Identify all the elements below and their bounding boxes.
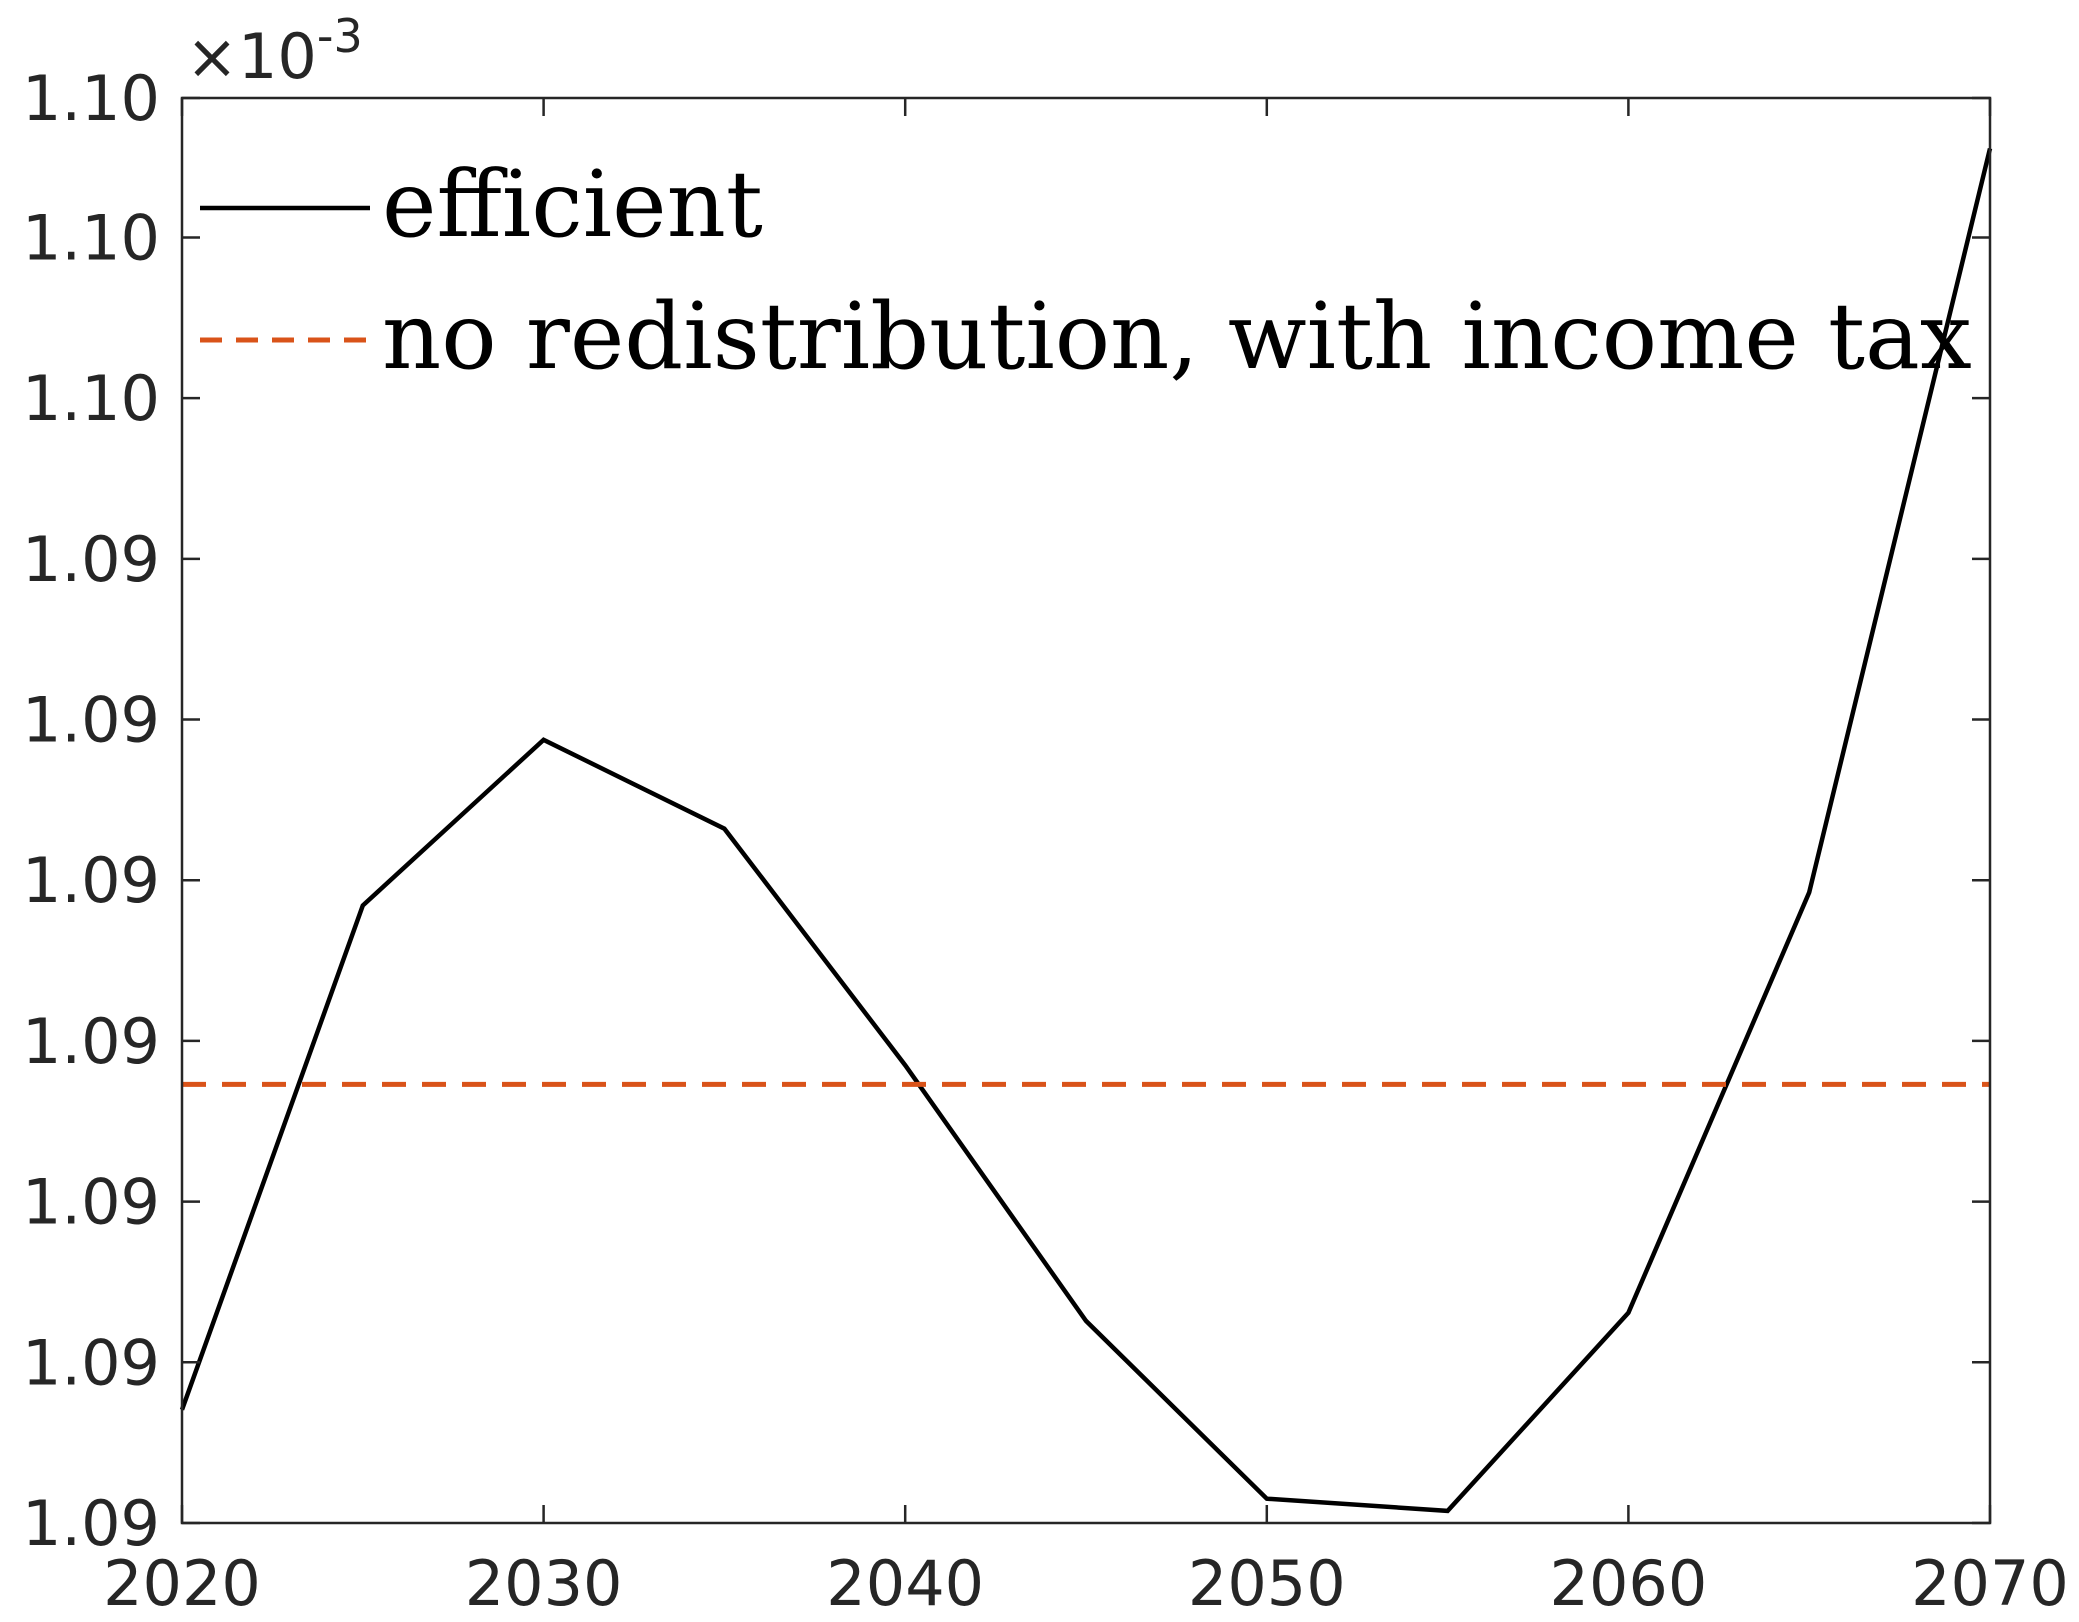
x-tick-label: 2040 — [826, 1547, 984, 1620]
x-tick-label: 2070 — [1911, 1547, 2069, 1620]
axes-layer: 2020 2030 2040 2050 2060 2070 1.09 1.09 1.09 1.09… — [22, 9, 2069, 1620]
x-tick-label: 2030 — [465, 1547, 623, 1620]
legend-label-efficient: efficient — [382, 151, 763, 258]
y-tick-label: 1.09 — [22, 1005, 160, 1078]
x-tick-label: 2020 — [103, 1547, 261, 1620]
y-tick-label: 1.09 — [22, 1326, 160, 1399]
y-tick-label: 1.09 — [22, 1166, 160, 1239]
y-tick-label: 1.10 — [22, 62, 160, 135]
y-tick-label: 1.09 — [22, 1487, 160, 1560]
plot-background — [182, 98, 1990, 1523]
y-tick-label: 1.09 — [22, 684, 160, 757]
legend: efficient no redistribution, with income … — [200, 151, 1972, 390]
y-exponent-label: ×10-3 — [186, 9, 363, 93]
y-tick-label: 1.10 — [22, 362, 160, 435]
y-tick-label: 1.09 — [22, 523, 160, 596]
y-tick-label: 1.09 — [22, 844, 160, 917]
y-tick-label: 1.10 — [22, 201, 160, 274]
x-tick-label: 2060 — [1550, 1547, 1708, 1620]
x-tick-label: 2050 — [1188, 1547, 1346, 1620]
axes-box — [180, 96, 1992, 1525]
series-layer — [179, 147, 1993, 1514]
series-line-efficient — [179, 147, 1993, 1514]
plot-area — [182, 98, 1990, 1523]
legend-label-no-redistribution: no redistribution, with income tax — [382, 283, 1972, 390]
